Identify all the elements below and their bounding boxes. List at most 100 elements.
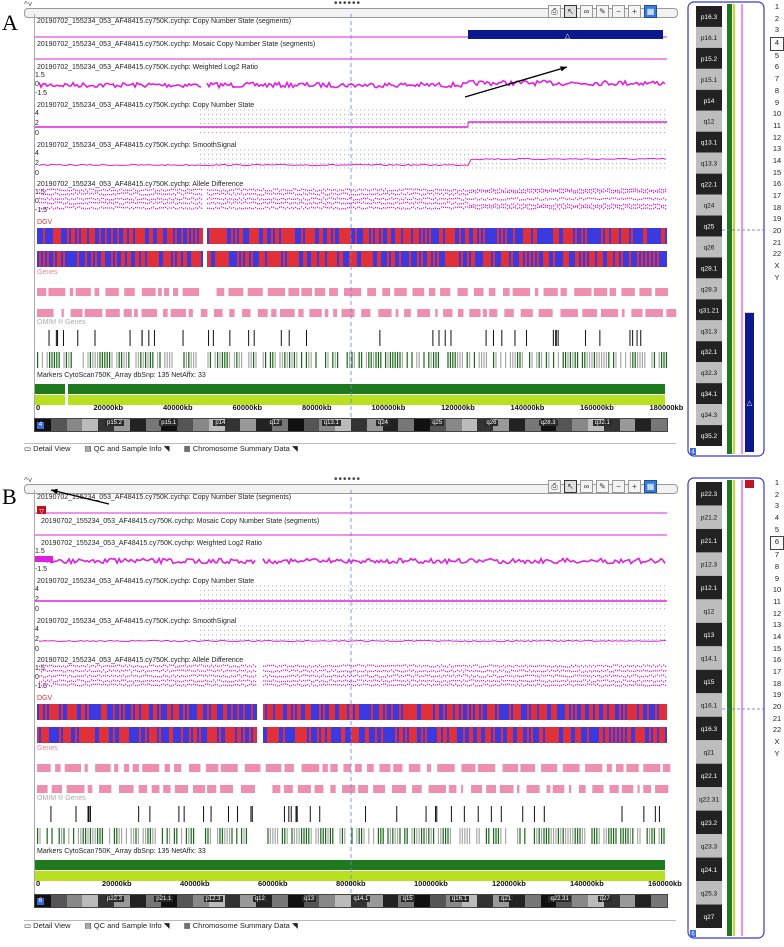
chromosome-item[interactable]: 4 bbox=[774, 513, 780, 523]
chromosome-item[interactable]: 13 bbox=[772, 144, 782, 154]
chromosome-item[interactable]: 7 bbox=[774, 74, 780, 84]
pointer-icon[interactable]: ↖ bbox=[564, 5, 577, 18]
gene-block bbox=[114, 764, 119, 772]
chromosome-item[interactable]: 9 bbox=[774, 97, 780, 107]
chromosome-item[interactable]: X bbox=[774, 261, 780, 271]
chromosome-item[interactable]: 12 bbox=[772, 132, 782, 142]
chromosome-item[interactable]: 15 bbox=[772, 643, 782, 653]
export-icon[interactable]: ⎙ bbox=[548, 480, 561, 493]
track-tick: 0 bbox=[35, 130, 39, 137]
chromosome-item[interactable]: 10 bbox=[772, 109, 782, 119]
dgv-bar bbox=[71, 251, 73, 267]
chromosome-ideogram[interactable]: p15.2 p15.1 p14 q12 q13.1 q24 q25 q26 q28.3 q32.1… bbox=[34, 418, 668, 432]
edit-icon[interactable]: ✎ bbox=[596, 480, 609, 493]
karyo-band-label: p12.3 bbox=[701, 562, 718, 569]
tab-chromosome-summary[interactable]: ▦ Chromosome Summary Data ◥ bbox=[183, 444, 298, 453]
tab-detail-view[interactable]: ▭ Detail View bbox=[24, 444, 71, 453]
omim-gene bbox=[250, 806, 252, 822]
fit-view-icon[interactable]: ▦ bbox=[644, 5, 657, 18]
chromosome-item[interactable]: 12 bbox=[772, 608, 782, 618]
collapse-icon[interactable]: ^˅ bbox=[24, 0, 33, 9]
splitter-handle[interactable]: •••••• bbox=[334, 474, 362, 485]
dgv-bar bbox=[411, 727, 413, 743]
chromosome-item[interactable]: 10 bbox=[772, 585, 782, 595]
chromosome-item[interactable]: 13 bbox=[772, 620, 782, 630]
dgv-bar bbox=[497, 251, 499, 267]
marker-gene bbox=[495, 828, 497, 844]
chromosome-item[interactable]: 6 bbox=[774, 62, 780, 72]
chromosome-item[interactable]: 5 bbox=[774, 524, 780, 534]
chromosome-item[interactable]: 2 bbox=[774, 13, 780, 23]
dgv-bar bbox=[199, 727, 201, 743]
chromosome-item[interactable]: 20 bbox=[772, 226, 782, 236]
karyo-band bbox=[696, 6, 722, 27]
tab-detail-view[interactable]: ▭ Detail View bbox=[24, 921, 71, 930]
link-icon[interactable]: ∞ bbox=[580, 480, 593, 493]
chromosome-item[interactable]: 17 bbox=[772, 667, 782, 676]
collapse-icon[interactable]: ^˅ bbox=[24, 476, 33, 485]
chromosome-item[interactable]: 18 bbox=[772, 202, 782, 212]
chromosome-item[interactable]: 21 bbox=[772, 713, 782, 723]
chromosome-item[interactable]: 19 bbox=[772, 214, 782, 224]
chromosome-item[interactable]: 14 bbox=[772, 155, 782, 165]
chromosome-item[interactable]: 21 bbox=[772, 237, 782, 247]
chromosome-item[interactable]: 2 bbox=[774, 489, 780, 499]
dgv-bar bbox=[119, 704, 121, 720]
marker-bar-dark bbox=[35, 860, 665, 870]
chromosome-item[interactable]: 3 bbox=[774, 501, 780, 511]
chromosome-item[interactable]: 22 bbox=[772, 249, 782, 259]
chromosome-item[interactable]: 8 bbox=[774, 561, 780, 571]
splitter-handle[interactable]: •••••• bbox=[334, 0, 362, 9]
chromosome-item[interactable]: 6 bbox=[770, 536, 784, 551]
marker-gene bbox=[447, 828, 449, 844]
chromosome-item[interactable]: 17 bbox=[772, 191, 782, 200]
marker-gene bbox=[469, 352, 471, 368]
tab-qc[interactable]: ▤ QC and Sample Info ◥ bbox=[84, 444, 170, 453]
fit-view-icon[interactable]: ▦ bbox=[644, 480, 657, 493]
chromosome-item[interactable]: 16 bbox=[772, 179, 782, 189]
export-icon[interactable]: ⎙ bbox=[548, 5, 561, 18]
omim-gene bbox=[501, 330, 503, 346]
chromosome-item[interactable]: 11 bbox=[773, 596, 781, 606]
zoom-in-icon[interactable]: + bbox=[628, 480, 641, 493]
zoom-out-icon[interactable]: − bbox=[612, 480, 625, 493]
zoom-in-icon[interactable]: + bbox=[628, 5, 641, 18]
dgv-bar bbox=[599, 704, 601, 720]
chromosome-item[interactable]: 14 bbox=[772, 631, 782, 641]
chromosome-item[interactable]: X bbox=[774, 737, 780, 747]
chromosome-item[interactable]: 15 bbox=[772, 167, 782, 177]
marker-gene bbox=[125, 352, 127, 368]
chromosome-item[interactable]: 19 bbox=[772, 690, 782, 700]
karyoview-panel[interactable]: p22.3p21.2p21.1p12.3p12.1q12q13q14.1q15q… bbox=[680, 476, 770, 942]
chromosome-item[interactable]: 22 bbox=[772, 725, 782, 735]
pointer-icon[interactable]: ↖ bbox=[564, 480, 577, 493]
dgv-bar bbox=[307, 727, 309, 743]
chromosome-item[interactable]: 11 bbox=[773, 120, 781, 130]
zoom-out-icon[interactable]: − bbox=[612, 5, 625, 18]
chromosome-item[interactable]: Y bbox=[774, 272, 780, 282]
tab-chromosome-summary[interactable]: ▦ Chromosome Summary Data ◥ bbox=[183, 921, 298, 930]
chromosome-item[interactable]: 5 bbox=[774, 50, 780, 60]
dgv-bar bbox=[531, 251, 533, 267]
chromosome-item[interactable]: 16 bbox=[772, 655, 782, 665]
chromosome-item[interactable]: 9 bbox=[774, 573, 780, 583]
chromosome-ideogram[interactable]: p22.3 p21.1 p12.3 q12 q13 q14.1 q15 q16.1 q21 q22… bbox=[34, 894, 668, 908]
karyoview-panel[interactable]: p16.3p16.1p15.2p15.1p14q12q13.1q13.3q22.… bbox=[680, 0, 770, 460]
chromosome-item[interactable]: 8 bbox=[774, 85, 780, 95]
chromosome-item[interactable]: 3 bbox=[774, 25, 780, 35]
link-icon[interactable]: ∞ bbox=[580, 5, 593, 18]
chromosome-item[interactable]: 4 bbox=[770, 37, 784, 51]
tab-qc[interactable]: ▤ QC and Sample Info ◥ bbox=[84, 921, 170, 930]
chromosome-item[interactable]: Y bbox=[774, 748, 780, 758]
dgv-bar bbox=[183, 704, 185, 720]
chromosome-item[interactable]: 18 bbox=[772, 678, 782, 688]
chromosome-item[interactable]: 1 bbox=[774, 2, 780, 11]
dgv-bar bbox=[563, 251, 565, 267]
gene-block bbox=[330, 764, 338, 772]
chromosome-item[interactable]: 20 bbox=[772, 702, 782, 712]
karyo-band-label: p16.1 bbox=[701, 35, 718, 42]
marker-gene bbox=[238, 352, 240, 368]
edit-icon[interactable]: ✎ bbox=[596, 5, 609, 18]
chromosome-item[interactable]: 1 bbox=[774, 478, 780, 487]
chromosome-item[interactable]: 7 bbox=[774, 550, 780, 560]
